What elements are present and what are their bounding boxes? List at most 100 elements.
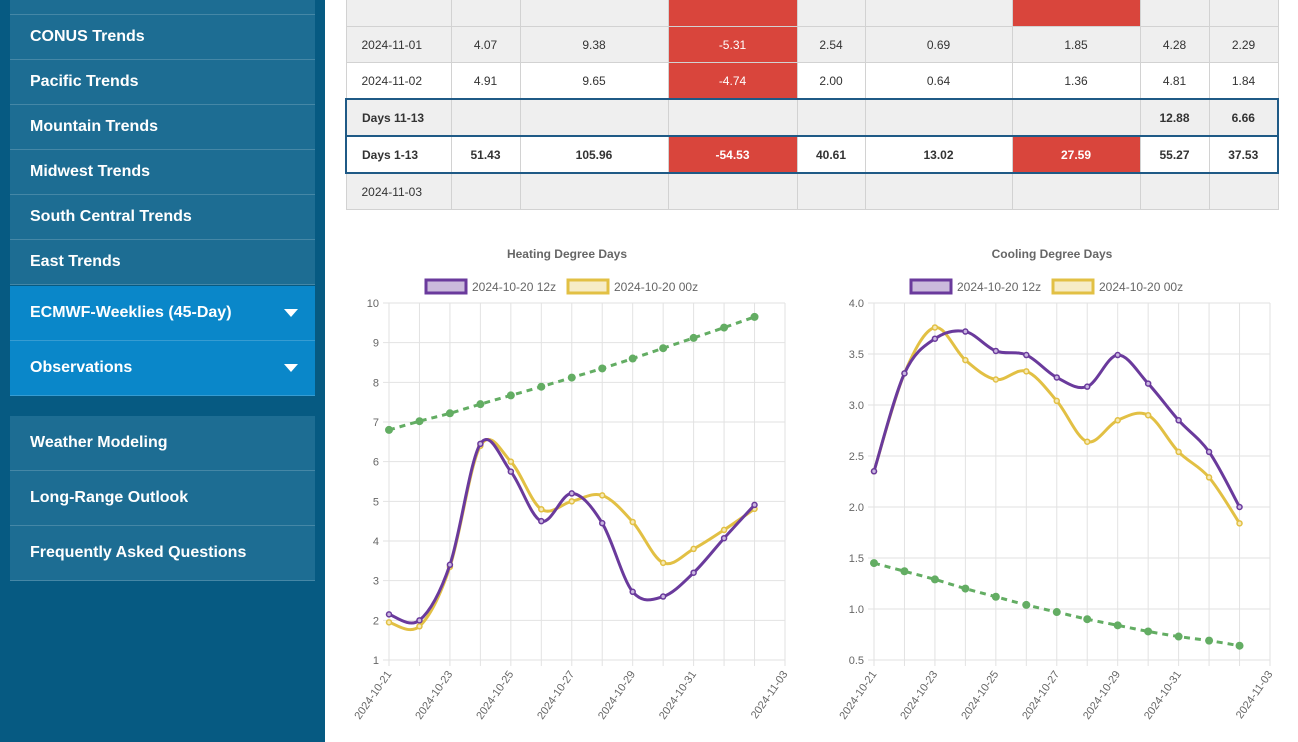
data-point[interactable] — [477, 440, 484, 448]
data-point[interactable] — [445, 409, 454, 418]
data-point[interactable] — [1235, 641, 1244, 650]
data-point[interactable] — [446, 561, 454, 569]
data-point[interactable] — [992, 376, 1000, 383]
data-point[interactable] — [1083, 438, 1091, 445]
data-point[interactable] — [689, 333, 698, 342]
sidebar-item-pacific-trends[interactable]: Pacific Trends — [10, 60, 315, 105]
data-point[interactable] — [659, 593, 667, 600]
data-point[interactable] — [931, 335, 939, 342]
table-cell: 6.66 — [1208, 98, 1279, 137]
sidebar-item-mountain-trends[interactable]: Mountain Trends — [10, 105, 315, 150]
data-point[interactable] — [750, 312, 759, 321]
data-point[interactable] — [1023, 351, 1030, 359]
data-point[interactable] — [416, 623, 423, 630]
data-point[interactable] — [1053, 374, 1061, 381]
data-point[interactable] — [1053, 397, 1061, 405]
data-point[interactable] — [1174, 632, 1183, 641]
data-point[interactable] — [901, 370, 908, 377]
sidebar-item-weather-modeling[interactable]: Weather Modeling — [10, 416, 315, 471]
data-point[interactable] — [1205, 448, 1213, 456]
data-point[interactable] — [961, 584, 970, 593]
sidebar-item-conus-trends[interactable]: CONUS Trends — [10, 15, 315, 60]
data-point[interactable] — [870, 468, 878, 475]
data-point[interactable] — [1052, 608, 1061, 617]
data-point[interactable] — [1205, 474, 1213, 481]
data-point[interactable] — [385, 611, 393, 618]
sidebar-item-ecmwf-weeklies[interactable]: ECMWF-Weeklies (45-Day) — [10, 286, 315, 341]
data-point[interactable] — [1022, 600, 1031, 609]
sidebar-item-midwest-trends[interactable]: Midwest Trends — [10, 150, 315, 195]
sidebar-item-observations[interactable]: Observations — [10, 341, 315, 396]
data-point[interactable] — [629, 588, 636, 596]
x-tick-label: 2024-10-23 — [898, 669, 940, 722]
data-point[interactable] — [1175, 448, 1182, 456]
data-point[interactable] — [1083, 615, 1092, 624]
y-tick-label: 2.5 — [849, 451, 864, 463]
data-point[interactable] — [598, 519, 606, 527]
data-point[interactable] — [962, 328, 969, 335]
sidebar-item-south-central-trends[interactable]: South Central Trends — [10, 195, 315, 240]
data-point[interactable] — [690, 569, 697, 576]
data-point[interactable] — [567, 373, 576, 382]
data-point[interactable] — [962, 356, 969, 364]
data-point[interactable] — [930, 575, 939, 584]
data-point[interactable] — [720, 526, 728, 534]
data-point[interactable] — [1144, 380, 1152, 387]
data-point[interactable] — [598, 492, 606, 499]
data-point[interactable] — [1023, 368, 1030, 375]
data-point[interactable] — [992, 347, 1000, 355]
data-point[interactable] — [385, 619, 393, 626]
data-point[interactable] — [506, 391, 515, 400]
chevron-down-icon[interactable] — [284, 309, 298, 317]
sidebar-item-faq[interactable]: Frequently Asked Questions — [10, 526, 315, 581]
x-tick-label: 2024-10-27 — [1020, 669, 1062, 722]
sidebar-item-long-range-outlook[interactable]: Long-Range Outlook — [10, 471, 315, 526]
data-point[interactable] — [659, 559, 667, 567]
chevron-down-icon[interactable] — [284, 364, 298, 372]
data-point[interactable] — [416, 617, 423, 624]
data-point[interactable] — [598, 364, 607, 373]
data-point[interactable] — [720, 534, 728, 542]
data-point[interactable] — [1114, 351, 1121, 359]
data-point[interactable] — [1144, 627, 1153, 636]
data-point[interactable] — [537, 382, 546, 391]
data-point[interactable] — [1114, 417, 1121, 424]
data-point[interactable] — [1236, 520, 1243, 527]
data-point[interactable] — [628, 354, 637, 363]
table-cell: 4.81 — [1139, 62, 1210, 100]
legend-item[interactable]: 2024-10-20 12z — [424, 278, 556, 295]
table-cell: 9.38 — [519, 26, 669, 63]
y-tick-label: 3 — [373, 576, 379, 588]
data-point[interactable] — [538, 517, 545, 525]
legend-item[interactable]: 2024-10-20 00z — [566, 278, 698, 295]
data-point[interactable] — [900, 567, 909, 576]
data-point[interactable] — [991, 592, 1000, 601]
data-point[interactable] — [1236, 503, 1243, 511]
data-point[interactable] — [1205, 636, 1214, 645]
legend-item[interactable]: 2024-10-20 00z — [1051, 278, 1183, 295]
data-point[interactable] — [538, 506, 545, 513]
data-point[interactable] — [629, 518, 636, 526]
data-point[interactable] — [415, 417, 424, 426]
table-cell: 40.61 — [796, 135, 866, 174]
data-point[interactable] — [1144, 411, 1152, 419]
chart-title: Cooling Degree Days — [992, 247, 1113, 261]
data-point[interactable] — [507, 458, 515, 465]
data-point[interactable] — [476, 400, 485, 409]
data-point[interactable] — [1113, 621, 1122, 630]
legend-item[interactable]: 2024-10-20 12z — [909, 278, 1041, 295]
data-point[interactable] — [870, 559, 878, 568]
data-point[interactable] — [1175, 417, 1182, 424]
data-point[interactable] — [385, 425, 393, 434]
data-point[interactable] — [720, 323, 729, 332]
data-point[interactable] — [751, 501, 758, 509]
data-point[interactable] — [1083, 383, 1091, 390]
sidebar-item-top[interactable] — [10, 0, 315, 15]
sidebar-item-east-trends[interactable]: East Trends — [10, 240, 315, 285]
data-point[interactable] — [931, 324, 939, 331]
data-point[interactable] — [568, 498, 576, 505]
data-point[interactable] — [659, 344, 668, 353]
data-point[interactable] — [507, 468, 515, 475]
data-point[interactable] — [690, 545, 697, 553]
data-point[interactable] — [568, 490, 576, 497]
